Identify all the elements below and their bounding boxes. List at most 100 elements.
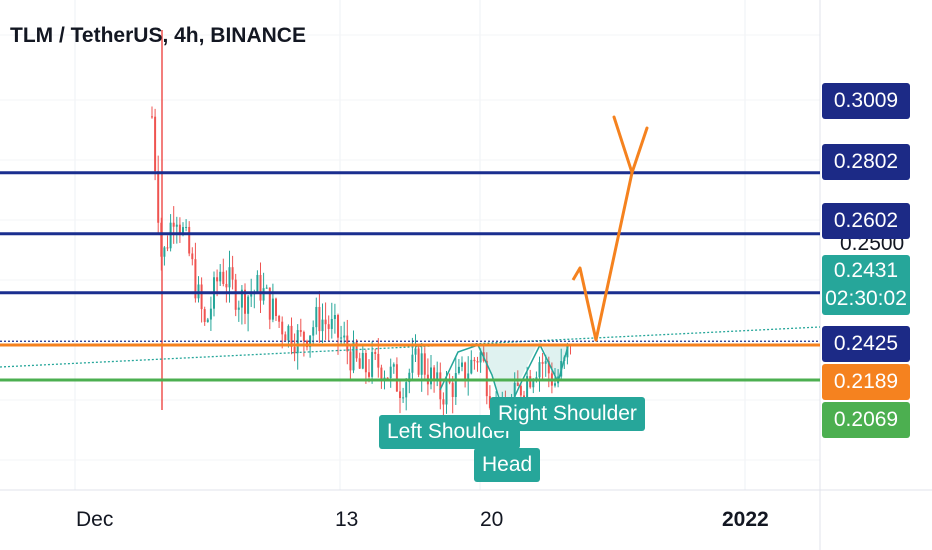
candle-body — [389, 366, 392, 379]
level-tag-0.2069: 0.2069 — [822, 402, 910, 438]
x-tick-20: 20 — [480, 508, 504, 531]
candle-body — [470, 359, 473, 374]
candle-body — [467, 373, 470, 382]
candle-body — [151, 116, 153, 118]
candle-body — [523, 395, 525, 398]
candle-body — [284, 334, 287, 341]
candle-body — [222, 271, 225, 284]
candle-body — [209, 308, 212, 320]
candle-body — [247, 296, 250, 314]
level-tag-0.2802: 0.2802 — [822, 144, 910, 180]
candle-body — [380, 367, 383, 381]
candle-body — [191, 253, 194, 260]
candle-body — [327, 324, 330, 329]
pattern-fill — [440, 340, 568, 415]
candle-body — [352, 342, 355, 371]
candle-body — [206, 319, 209, 322]
candle-body — [408, 372, 411, 383]
candle-body — [182, 227, 184, 234]
candle-body — [488, 396, 491, 408]
candle-body — [200, 284, 203, 310]
chart-grid — [0, 0, 821, 550]
candle-body — [423, 353, 426, 375]
candle-body — [411, 354, 414, 373]
candle-body — [172, 222, 175, 227]
candle-body — [157, 171, 160, 223]
candle-body — [340, 337, 343, 339]
candle-body — [250, 294, 253, 297]
candle-body — [358, 358, 361, 369]
x-tick-13: 13 — [335, 508, 359, 531]
candle-body — [188, 226, 191, 254]
candle-body — [265, 287, 268, 289]
candle-body — [445, 380, 448, 405]
candle-body — [244, 289, 246, 314]
candle-body — [175, 224, 178, 227]
candle-body — [392, 364, 395, 367]
candle-body — [337, 315, 339, 338]
bar-countdown: 02:30:02 — [825, 287, 907, 310]
candle-body — [318, 306, 321, 332]
candle-body — [374, 352, 377, 354]
candle-body — [315, 306, 318, 328]
candle-body — [541, 362, 544, 364]
projection-arrow[interactable] — [571, 115, 649, 342]
left-shoulder-label[interactable]: Left Shoulder — [379, 415, 520, 449]
candle-body — [544, 361, 547, 364]
candle-body — [451, 382, 454, 397]
candle-body — [399, 391, 401, 399]
candle-body — [361, 352, 364, 369]
head-label[interactable]: Head — [474, 448, 541, 482]
candle-body — [532, 380, 535, 388]
candle-body — [417, 348, 420, 375]
projection-arrowhead — [612, 115, 649, 175]
level-tag-0.2189: 0.2189 — [822, 364, 910, 400]
level-tag-0.2425: 0.2425 — [822, 326, 910, 362]
candle-body — [324, 319, 327, 325]
candle-body — [430, 367, 432, 385]
candle-body — [461, 362, 463, 367]
candle-body — [185, 226, 188, 228]
candle-body — [321, 319, 324, 332]
candle-body — [516, 382, 519, 386]
candle-body — [476, 361, 479, 363]
current-price-tag: 0.2431 02:30:02 — [822, 255, 910, 315]
candle-body — [386, 377, 389, 379]
x-tick-dec: Dec — [76, 508, 114, 531]
candle-body — [290, 325, 293, 347]
horizontal-levels[interactable] — [0, 171, 820, 382]
level-tag-0.3009: 0.3009 — [822, 83, 910, 119]
candle-body — [433, 367, 436, 381]
candle-body — [309, 335, 312, 348]
candle-body — [371, 352, 374, 377]
candle-body — [368, 372, 370, 377]
candle-body — [278, 316, 281, 322]
x-tick-2022: 2022 — [722, 508, 769, 531]
candle-body — [281, 321, 284, 335]
candle-body — [302, 331, 305, 341]
candle-body — [513, 382, 516, 401]
candle-body — [154, 116, 157, 172]
candle-body — [234, 279, 237, 310]
candle-body — [166, 247, 169, 249]
candle-body — [529, 376, 532, 388]
candle-body — [364, 352, 367, 373]
candlesticks — [151, 30, 572, 453]
chart-title: TLM / TetherUS, 4h, BINANCE — [10, 24, 306, 47]
candle-body — [436, 372, 439, 381]
candle-body — [479, 352, 482, 363]
candle-body — [454, 373, 457, 397]
candle-body — [169, 222, 172, 249]
candle-body — [420, 353, 423, 375]
candle-body — [402, 397, 405, 399]
candle-body — [526, 376, 529, 398]
candle-body — [330, 318, 333, 329]
candle-body — [259, 274, 262, 301]
candle-body — [237, 307, 240, 310]
current-price-value: 0.2431 — [833, 259, 899, 282]
right-shoulder-label[interactable]: Right Shoulder — [490, 397, 645, 431]
candle-body — [547, 361, 550, 374]
candle-body — [262, 288, 265, 301]
candle-body — [414, 348, 417, 355]
